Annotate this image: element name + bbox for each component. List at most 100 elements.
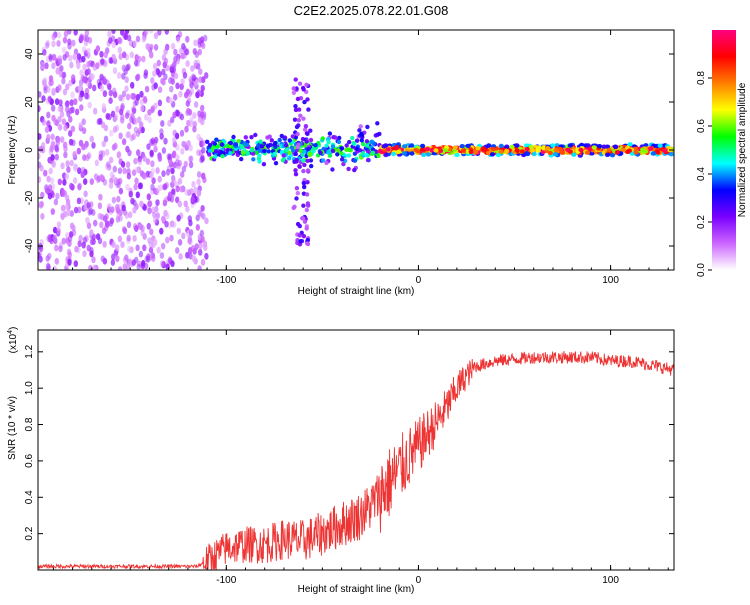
spectrogram-cell [606, 147, 612, 153]
spectrogram-cell [127, 122, 132, 130]
spectrogram-cell [122, 51, 127, 59]
spectrogram-cell [207, 142, 213, 148]
spectrogram-cell [108, 89, 114, 97]
spectrogram-cell [153, 44, 159, 51]
spectrogram-cell [442, 148, 448, 153]
spectrogram-cell [147, 200, 153, 208]
spectrogram-cell [149, 172, 154, 179]
spectrogram-cell [173, 48, 178, 56]
spectrogram-cell [200, 84, 205, 92]
spectrogram-cell [429, 148, 435, 153]
spectrogram-cell [48, 167, 53, 175]
spectrogram-cell [167, 191, 173, 199]
spectrogram-ticks: -100 0 100 -40 -20 0 20 40 [24, 30, 674, 286]
spectrogram-cell [514, 148, 520, 153]
spectrogram-cell [127, 258, 133, 266]
spectrogram-cell [134, 225, 139, 233]
spectrogram-cell [144, 30, 149, 36]
spectrogram-cell [117, 266, 123, 270]
spectrogram-cell [232, 142, 238, 147]
spectrogram-cell [45, 262, 51, 270]
snr-marks [38, 350, 674, 570]
spectrogram-cell [357, 148, 363, 153]
spectrogram-cell [124, 254, 129, 262]
spectrogram-cell [352, 158, 358, 163]
spectrogram-cell [153, 238, 158, 246]
spectrogram-cell [567, 143, 574, 148]
spectrogram-cell [552, 152, 559, 157]
spectrogram-cell [365, 149, 371, 154]
spectrogram-cell [357, 128, 362, 133]
spectrogram-cell [495, 152, 501, 158]
spectrogram-cell [297, 81, 303, 86]
spectrogram-cell [121, 138, 127, 146]
spectrogram-cell [305, 241, 310, 246]
spectrogram-cell [111, 41, 116, 49]
spectrogram-cell [249, 135, 254, 140]
colorbar-tick-label: 0.8 [696, 71, 707, 85]
spectrogram-cell [162, 199, 168, 207]
spectrogram-cell [105, 113, 110, 120]
spectrogram-cell [169, 234, 174, 242]
spectrogram-cell [161, 260, 166, 268]
spectrogram-cell [48, 75, 54, 82]
spectrogram-cell [521, 152, 527, 158]
spectrogram-cell [67, 258, 72, 266]
spectrogram-cell [56, 40, 61, 47]
spectrogram-cell [302, 149, 307, 154]
spectrogram-cell [134, 59, 139, 67]
spectrogram-cell [166, 153, 171, 161]
spectrogram-cell [95, 233, 101, 241]
spectrogram-cell [200, 118, 205, 126]
spectrogram-cell [295, 96, 301, 102]
spectrogram-cell [175, 82, 180, 90]
spectrogram-cell [38, 176, 42, 183]
spectrogram-cell [296, 123, 301, 128]
spectrogram-cell [191, 255, 197, 263]
spectrogram-cell [51, 40, 56, 48]
spectrogram-cell [54, 257, 59, 265]
spectrogram-cell [301, 216, 306, 221]
spectrogram-cell [61, 237, 66, 245]
spectrogram-cell [51, 87, 56, 95]
spectrogram-cell [553, 147, 559, 153]
spectrogram-cell [44, 187, 50, 195]
spectrogram-cell [138, 250, 144, 258]
spectrogram-cell [126, 172, 132, 180]
spectrogram-cell [297, 164, 302, 169]
spectrogram-cell [52, 226, 58, 234]
spectrogram-cell [42, 49, 47, 56]
spectrogram-cell [188, 155, 193, 163]
spectrogram-cell [344, 147, 349, 152]
spectrogram-cell [132, 206, 137, 214]
spectrogram-cell [116, 195, 121, 203]
spectrogram-cell [138, 182, 144, 190]
spectrogram-cell [48, 53, 53, 61]
spectrogram-cell [86, 47, 91, 55]
spectrogram-cell [147, 207, 152, 215]
spectrogram-cell [84, 35, 90, 43]
spectrogram-cell [326, 139, 331, 145]
spectrogram-cell [189, 229, 194, 236]
spectrogram-cell [657, 143, 663, 148]
spectrogram-cell [124, 30, 130, 34]
spectrogram-cell [327, 131, 333, 136]
spectrogram-cell [99, 50, 104, 58]
spectrogram-cell [175, 185, 180, 193]
spectrogram-cell [91, 256, 96, 264]
spectrogram-cell [133, 157, 138, 165]
snr-scale-base: (x10 [8, 333, 19, 353]
spectrogram-cell [190, 65, 195, 72]
spectrogram-cell [668, 152, 674, 157]
spectrogram-cell [126, 221, 132, 229]
spectrogram-cell [162, 61, 167, 69]
spectrogram-cell [77, 182, 82, 190]
spectrogram-cell [297, 223, 302, 229]
spectrogram-cell [102, 257, 108, 265]
spectrogram-cell [359, 131, 364, 136]
spectrogram-cell [51, 62, 56, 70]
spectrogram-cell [161, 147, 167, 154]
spectrogram-cell [84, 235, 89, 242]
spectrogram-cell [74, 245, 79, 253]
spectrogram-cell [280, 158, 286, 163]
